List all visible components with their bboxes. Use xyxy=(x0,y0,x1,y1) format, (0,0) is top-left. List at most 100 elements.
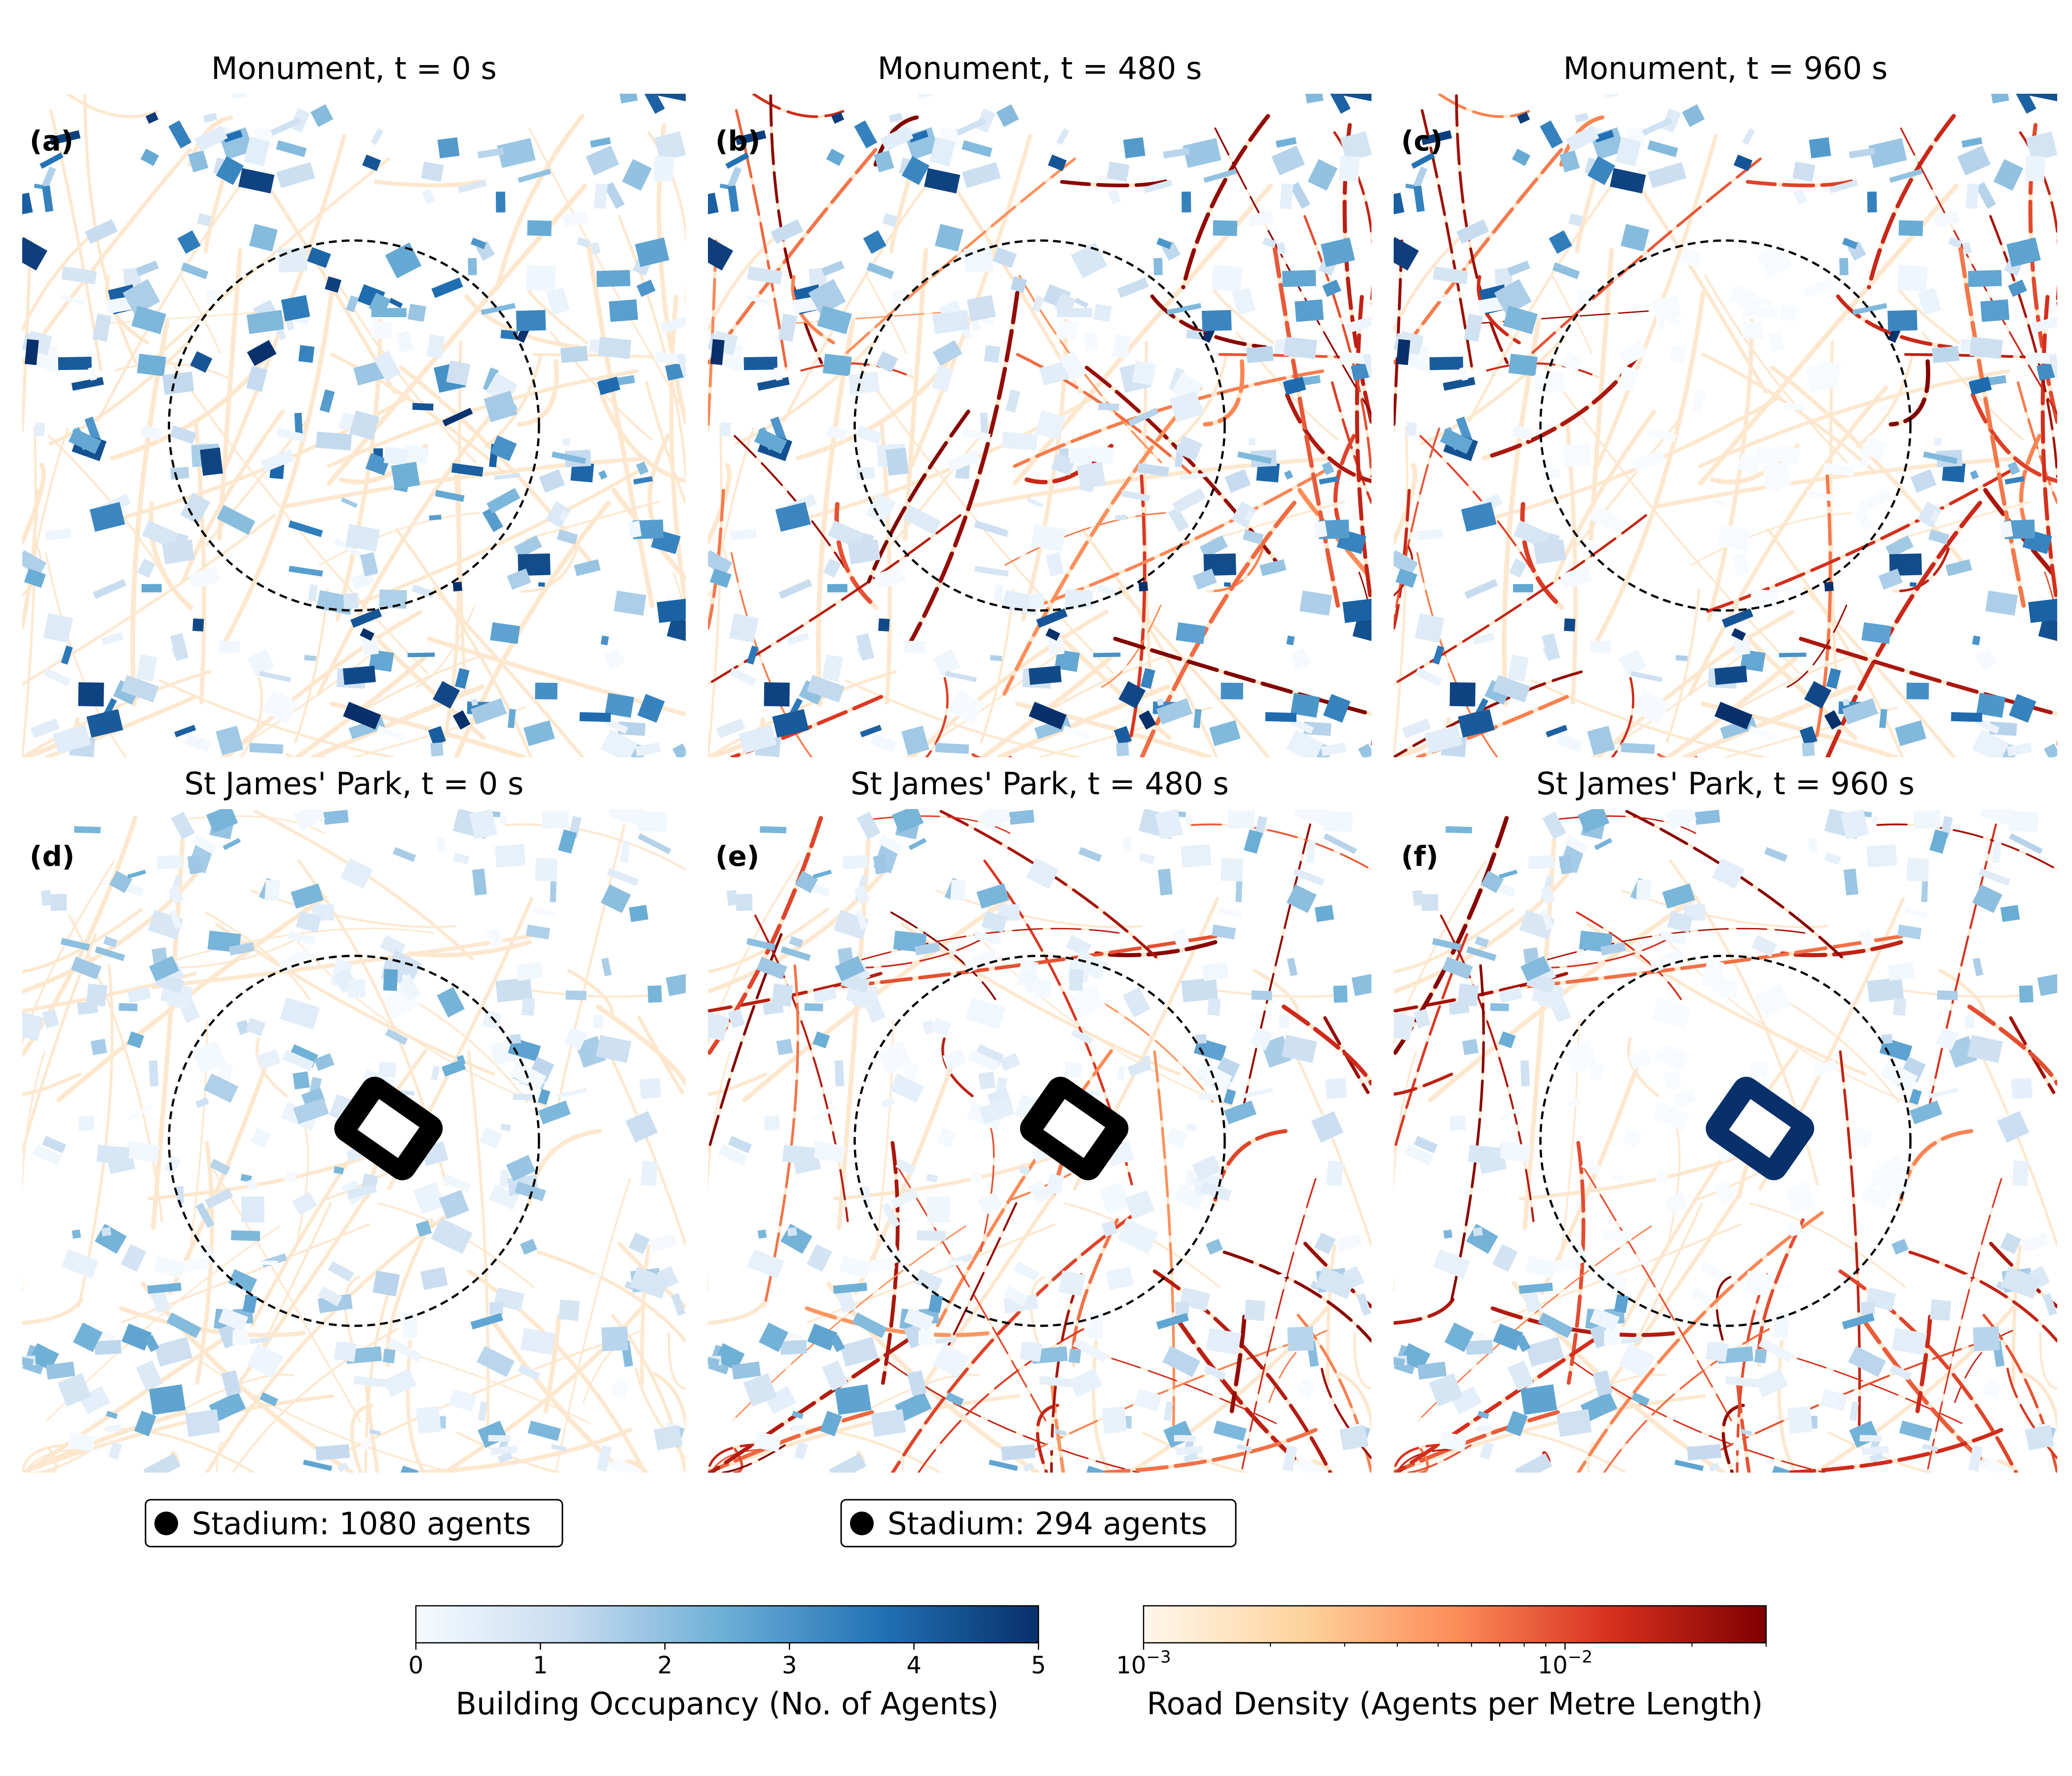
road-segment xyxy=(1338,1372,1371,1473)
building xyxy=(1808,838,1818,852)
building xyxy=(1968,1445,1983,1472)
road-segment xyxy=(294,1127,309,1252)
building xyxy=(1772,1465,1790,1473)
building xyxy=(1357,1293,1371,1316)
building xyxy=(1098,403,1119,411)
building xyxy=(245,1178,258,1192)
road-segment xyxy=(22,148,192,365)
building xyxy=(396,331,414,353)
building xyxy=(891,290,907,304)
building xyxy=(874,150,894,173)
building xyxy=(1887,962,1915,981)
building xyxy=(1937,990,1958,1000)
building xyxy=(626,1111,658,1143)
colorbar-building-label: Building Occupancy (No. of Agents) xyxy=(456,1686,999,1722)
road-segment xyxy=(22,1050,46,1291)
building xyxy=(1574,112,1589,123)
road-density-trace xyxy=(763,964,799,1307)
road-density-trace xyxy=(1904,353,2026,359)
panel-tag: (b) xyxy=(715,125,760,157)
road-density-trace xyxy=(1020,469,1327,613)
building xyxy=(485,927,504,949)
building xyxy=(284,1170,297,1184)
building xyxy=(1265,712,1297,722)
building xyxy=(1093,652,1121,658)
building xyxy=(1533,539,1566,564)
building xyxy=(1722,608,1754,628)
road-segment xyxy=(708,463,732,545)
building xyxy=(1779,303,1798,322)
building xyxy=(319,389,335,413)
building xyxy=(891,809,924,833)
road-density-trace xyxy=(1657,753,1698,757)
building xyxy=(1416,528,1443,541)
building xyxy=(1122,987,1150,1018)
building xyxy=(950,880,966,901)
stadium-pitch xyxy=(1729,1099,1791,1158)
building xyxy=(1976,693,2006,718)
road-segment xyxy=(866,276,907,354)
building xyxy=(458,180,487,193)
building xyxy=(1200,1181,1232,1201)
building xyxy=(1322,279,1341,297)
building xyxy=(1183,138,1221,168)
road-density-trace xyxy=(1285,393,1371,483)
building xyxy=(2001,1266,2041,1299)
building xyxy=(372,1270,400,1297)
building xyxy=(1139,852,1155,865)
building xyxy=(1087,444,1115,465)
building xyxy=(1929,1299,1952,1321)
stadium-note-label: Stadium: 294 agents xyxy=(888,1506,1207,1542)
building xyxy=(1124,1189,1155,1220)
building xyxy=(1517,112,1530,124)
building xyxy=(889,1073,925,1103)
buildings xyxy=(22,809,686,1473)
building xyxy=(935,1336,956,1344)
building xyxy=(807,1323,838,1351)
building xyxy=(1972,729,2009,757)
building xyxy=(304,655,317,662)
road-density-trace xyxy=(1836,294,1953,349)
road-density-trace xyxy=(805,1306,992,1337)
building xyxy=(1144,180,1173,193)
building xyxy=(1171,927,1190,949)
building xyxy=(24,339,39,365)
building xyxy=(452,710,471,730)
building xyxy=(1405,184,1415,189)
building xyxy=(1492,1244,1518,1272)
building xyxy=(2011,1077,2033,1099)
road-segment xyxy=(104,1427,256,1473)
building xyxy=(1123,137,1146,158)
road-density-trace xyxy=(708,148,878,365)
building xyxy=(1891,1238,1909,1255)
panel-tag: (e) xyxy=(715,841,759,873)
road-density-trace xyxy=(1036,1404,1059,1473)
building xyxy=(42,1136,67,1153)
building xyxy=(1612,1174,1624,1183)
building xyxy=(1003,1286,1029,1307)
building xyxy=(1154,809,1184,840)
building xyxy=(1538,1312,1573,1338)
building xyxy=(1473,1227,1483,1237)
building xyxy=(1887,310,1918,332)
building xyxy=(1975,182,1997,209)
road-segment xyxy=(935,889,1143,928)
building xyxy=(1803,277,1835,298)
building xyxy=(250,1127,271,1148)
building xyxy=(136,654,157,682)
building xyxy=(1534,371,1566,395)
road-segment xyxy=(456,1431,561,1473)
building xyxy=(1172,488,1206,514)
building xyxy=(164,1155,181,1175)
building xyxy=(932,310,970,334)
building xyxy=(1621,1336,1642,1344)
building xyxy=(1610,168,1646,194)
road-segment xyxy=(1394,463,1418,545)
road-density-trace xyxy=(1577,1211,1824,1473)
building xyxy=(1054,293,1076,315)
building xyxy=(808,279,846,316)
building xyxy=(1959,1272,1973,1281)
building xyxy=(1910,469,1937,493)
road-density-trace xyxy=(1440,914,1535,1222)
panel-title: Monument, t = 960 s xyxy=(1563,50,1888,86)
